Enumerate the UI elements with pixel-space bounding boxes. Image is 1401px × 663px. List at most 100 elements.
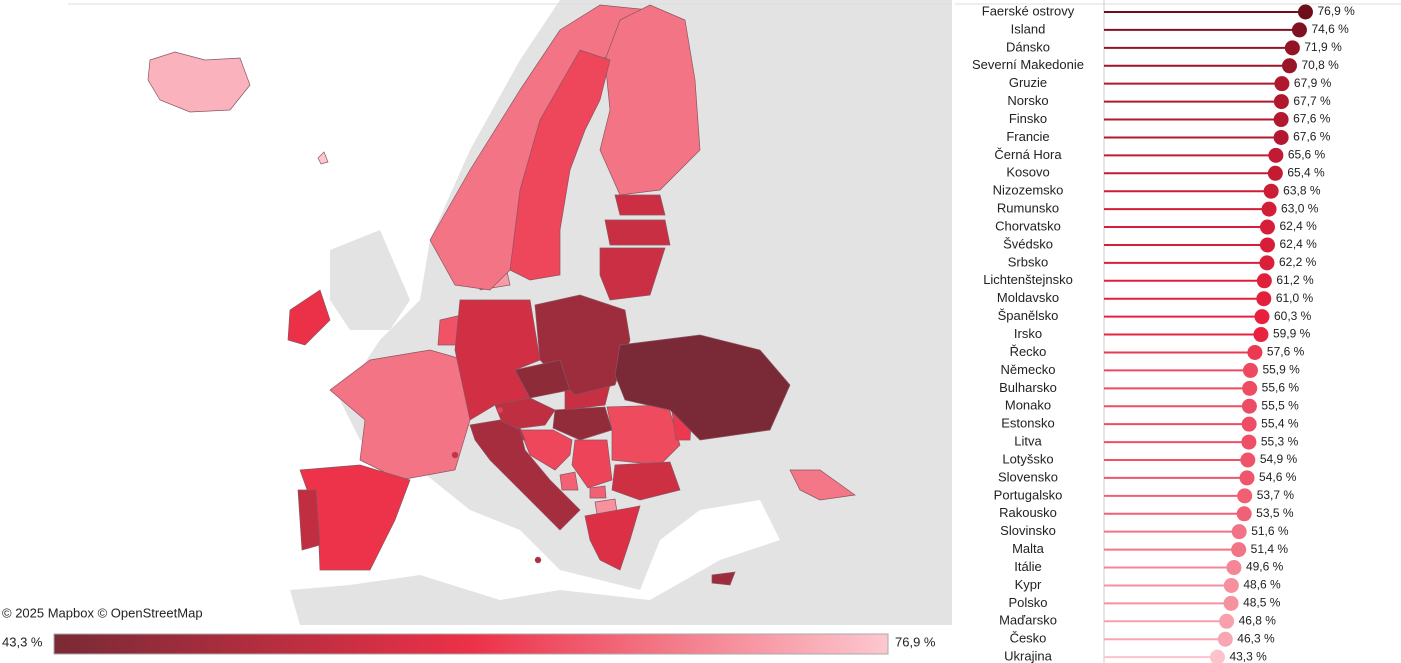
category-label: Polsko [1008, 595, 1047, 610]
map-region [451, 451, 459, 459]
category-label: Lotyšsko [1002, 451, 1053, 466]
category-label: Rumunsko [997, 201, 1059, 216]
map-region [589, 485, 607, 499]
value-label: 46,8 % [1239, 613, 1277, 627]
map-region [514, 359, 571, 399]
category-label: Norsko [1007, 93, 1048, 108]
value-label: 62,4 % [1279, 237, 1317, 251]
lollipop-dot [1226, 560, 1242, 576]
category-label: Německo [1001, 362, 1056, 377]
value-label: 65,4 % [1287, 165, 1325, 179]
value-label: 59,9 % [1273, 327, 1311, 341]
map-region [789, 469, 856, 501]
category-label: Malta [1012, 541, 1045, 556]
category-label: Island [1011, 21, 1046, 36]
lollipop-dot [1259, 255, 1275, 271]
lollipop-dot [1273, 112, 1289, 128]
lollipop-dot [1261, 201, 1277, 217]
colorbar-min-label: 43,3 % [2, 634, 43, 649]
lollipop-dot [1263, 183, 1279, 199]
lollipop-dot [1240, 452, 1256, 468]
category-label: Dánsko [1006, 39, 1050, 54]
lollipop-dot [1284, 40, 1300, 56]
lollipop-dot [1256, 273, 1272, 289]
category-label: Slovensko [998, 469, 1058, 484]
value-label: 55,4 % [1261, 416, 1299, 430]
category-label: Rakousko [999, 505, 1057, 520]
lollipop-dot [1253, 327, 1269, 343]
map-region [559, 471, 579, 491]
colorbar-max-label: 76,9 % [895, 634, 936, 649]
value-label: 67,6 % [1293, 112, 1331, 126]
map-region [614, 194, 666, 216]
lollipop-dot [1291, 22, 1307, 38]
category-label: Kosovo [1006, 165, 1049, 180]
value-label: 67,7 % [1293, 94, 1331, 108]
value-label: 74,6 % [1311, 22, 1349, 36]
map-region [606, 404, 681, 466]
lollipop-dot [1259, 219, 1275, 235]
map-attribution: © 2025 Mapbox © OpenStreetMap [2, 605, 203, 620]
value-label: 55,9 % [1262, 363, 1300, 377]
category-label: Irsko [1014, 326, 1042, 341]
map-region [534, 556, 542, 564]
map-region [584, 505, 641, 571]
map-region [287, 289, 331, 346]
category-label: Finsko [1009, 111, 1047, 126]
lollipop-dot [1242, 362, 1258, 378]
value-label: 61,2 % [1276, 273, 1314, 287]
value-label: 67,6 % [1293, 130, 1331, 144]
lollipop-dot [1281, 58, 1297, 74]
value-label: 71,9 % [1304, 40, 1342, 54]
map-region [599, 247, 666, 301]
value-label: 63,0 % [1281, 201, 1319, 215]
lollipop-dot [1239, 470, 1255, 486]
category-label: Kypr [1015, 577, 1042, 592]
map-land-gb [330, 230, 410, 330]
category-label: Gruzie [1009, 75, 1047, 90]
lollipop-dot [1297, 4, 1313, 20]
category-label: Severní Makedonie [972, 57, 1084, 72]
map-region [599, 4, 701, 196]
category-label: Nizozemsko [993, 183, 1064, 198]
category-label: Faerské ostrovy [982, 3, 1075, 18]
value-label: 54,9 % [1260, 452, 1298, 466]
value-label: 51,4 % [1251, 542, 1289, 556]
lollipop-dot [1254, 309, 1270, 325]
lollipop-dot [1241, 416, 1257, 432]
lollipop-dot [1256, 291, 1272, 307]
lollipop-dot [1273, 94, 1289, 110]
category-label: Slovinsko [1000, 523, 1056, 538]
category-label: Itálie [1014, 559, 1041, 574]
lollipop-dot [1247, 344, 1263, 360]
value-label: 46,3 % [1237, 631, 1275, 645]
value-label: 62,2 % [1279, 255, 1317, 269]
map-region [329, 349, 471, 481]
value-label: 62,4 % [1279, 219, 1317, 233]
map-region [604, 219, 671, 246]
category-label: Litva [1014, 434, 1042, 449]
value-label: 53,7 % [1257, 488, 1295, 502]
value-label: 61,0 % [1276, 291, 1314, 305]
category-label: Portugalsko [994, 487, 1063, 502]
category-label: Bulharsko [999, 380, 1057, 395]
value-label: 54,6 % [1259, 470, 1297, 484]
map-region [711, 571, 736, 586]
value-label: 63,8 % [1283, 183, 1321, 197]
category-label: Řecko [1010, 344, 1047, 359]
value-label: 51,6 % [1251, 524, 1289, 538]
colorbar [53, 633, 889, 655]
lollipop-dot [1267, 165, 1283, 181]
lollipop-dot [1273, 129, 1289, 145]
map-region [317, 151, 329, 165]
value-label: 65,6 % [1288, 148, 1326, 162]
category-label: Česko [1010, 631, 1047, 646]
lollipop-dot [1223, 595, 1239, 611]
category-label: Francie [1006, 129, 1049, 144]
value-label: 60,3 % [1274, 309, 1312, 323]
map-region [552, 406, 613, 441]
value-label: 55,3 % [1261, 434, 1299, 448]
lollipop-dot [1219, 613, 1235, 629]
value-label: 48,5 % [1243, 596, 1281, 610]
